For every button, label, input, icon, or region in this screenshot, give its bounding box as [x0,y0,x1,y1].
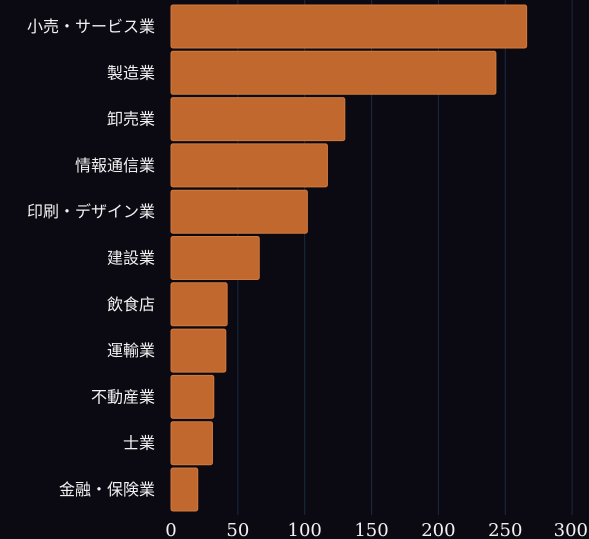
x-tick-label: 300 [554,520,588,539]
category-label: 印刷・デザイン業 [27,202,155,221]
category-label: 情報通信業 [75,156,155,175]
category-label: 士業 [123,434,155,453]
category-labels: 小売・サービス業製造業卸売業情報通信業印刷・デザイン業建設業飲食店運輸業不動産業… [27,17,155,499]
category-label: 飲食店 [107,295,155,314]
bar [170,328,227,373]
bar [170,467,199,512]
category-label: 小売・サービス業 [27,17,155,36]
x-tick-label: 50 [226,520,249,539]
category-label: 金融・保険業 [59,480,155,499]
x-tick-label: 100 [288,520,322,539]
bar [170,374,215,419]
bar [170,4,528,49]
category-label: 不動産業 [91,387,155,406]
bar [170,236,260,280]
x-tick-label: 250 [488,520,522,539]
category-label: 製造業 [107,63,155,82]
bar [170,189,308,234]
category-label: 運輸業 [107,341,155,360]
bar [170,282,228,327]
x-tick-label: 150 [354,520,388,539]
bars [170,4,528,512]
category-label: 卸売業 [107,110,155,129]
x-tick-label: 200 [421,520,455,539]
x-axis-tick-labels: 0 50 100 150 200 250 300 [165,520,588,539]
bar [170,143,328,188]
bar [170,50,497,95]
x-tick-label: 0 [165,520,176,539]
bar [170,97,346,142]
category-label: 建設業 [107,249,155,268]
bar [170,421,213,466]
